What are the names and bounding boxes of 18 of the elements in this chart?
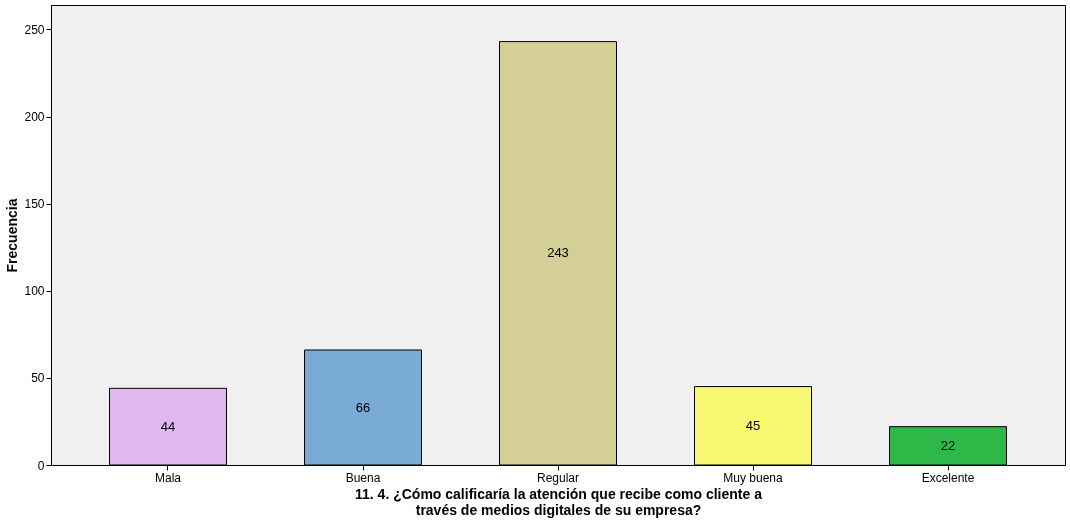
x-tick-label: Muy buena bbox=[723, 470, 784, 485]
data-label: 66 bbox=[355, 399, 371, 415]
data-label: 45 bbox=[745, 417, 761, 433]
y-tick-label: 100 bbox=[24, 284, 45, 299]
y-tick-label: 200 bbox=[24, 110, 45, 125]
y-tick-label: 150 bbox=[24, 197, 45, 212]
data-label: 243 bbox=[547, 245, 569, 261]
x-tick-label: Buena bbox=[345, 470, 381, 485]
y-axis-title: Frecuencia bbox=[4, 198, 21, 273]
x-tick-label: Regular bbox=[536, 470, 580, 485]
x-tick-label: Excelente bbox=[921, 470, 975, 485]
y-tick-label: 250 bbox=[24, 22, 45, 37]
x-tick-label: Mala bbox=[154, 470, 182, 485]
y-tick-label: 0 bbox=[37, 458, 45, 473]
x-axis-title: 11. 4. ¿Cómo calificaría la atención que recibe como cliente a través de medios digitales de su empresa? bbox=[355, 485, 763, 518]
y-tick-label: 50 bbox=[31, 371, 45, 386]
data-label: 22 bbox=[940, 437, 956, 453]
data-label: 44 bbox=[160, 418, 176, 434]
